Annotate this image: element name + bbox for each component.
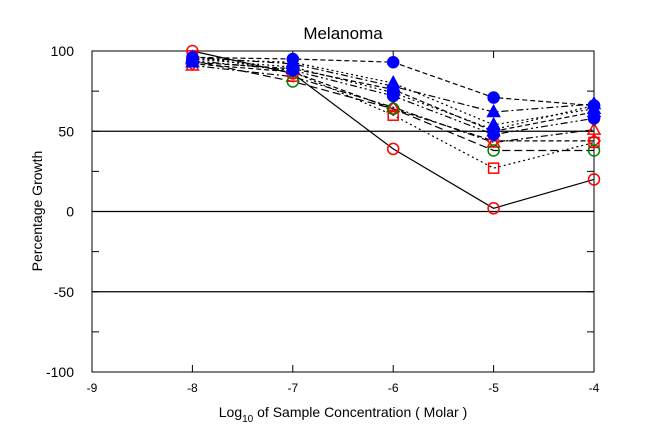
series-line xyxy=(192,63,594,142)
x-tick-labels: -9 -8 -7 -6 -5 -4 xyxy=(87,381,600,395)
series-line xyxy=(192,58,595,131)
data-point xyxy=(285,60,301,74)
series-line xyxy=(192,58,595,126)
y-axis-label: Percentage Growth xyxy=(29,151,45,272)
reference-lines xyxy=(92,130,594,293)
x-tick-label: -5 xyxy=(488,381,499,395)
data-point xyxy=(586,100,602,115)
x-tick-label: -8 xyxy=(187,381,198,395)
data-point xyxy=(185,50,200,65)
x-tick-label: -4 xyxy=(589,381,600,395)
data-point xyxy=(385,81,401,95)
chart-title: Melanoma xyxy=(303,24,383,43)
axis-ticks xyxy=(91,50,595,373)
x-tick-label: -9 xyxy=(87,381,98,395)
data-point xyxy=(487,144,500,157)
series-lines xyxy=(192,50,595,209)
y-tick-labels: -100 -50 0 50 100 xyxy=(46,43,74,380)
data-point xyxy=(586,133,602,148)
series-line xyxy=(192,60,594,152)
data-point xyxy=(487,91,500,104)
data-point xyxy=(587,173,601,186)
x-tick-label: -6 xyxy=(388,381,399,395)
data-point xyxy=(386,55,400,69)
x-axis-label-prefix: Log xyxy=(219,404,242,420)
data-point xyxy=(486,103,501,118)
y-tick-label: 0 xyxy=(66,204,74,220)
y-tick-label: -50 xyxy=(54,284,74,300)
x-axis-label-subscript: 10 xyxy=(242,414,254,425)
data-point xyxy=(386,102,400,116)
series-line xyxy=(192,64,595,144)
data-point xyxy=(486,123,501,137)
x-axis-label-suffix: of Sample Concentration ( Molar ) xyxy=(253,404,467,420)
data-point xyxy=(486,116,501,131)
x-tick-label: -7 xyxy=(287,381,298,395)
series-line xyxy=(192,56,595,113)
y-tick-label: 100 xyxy=(51,43,75,59)
data-point xyxy=(487,162,500,174)
y-tick-label: -100 xyxy=(46,364,74,380)
series-markers xyxy=(185,44,602,215)
x-axis-label: Log10 of Sample Concentration ( Molar ) xyxy=(219,404,467,425)
data-point xyxy=(387,109,399,121)
data-point xyxy=(385,75,401,89)
data-point xyxy=(487,202,500,215)
y-tick-label: 50 xyxy=(58,123,74,139)
data-point xyxy=(386,142,400,156)
series-line xyxy=(192,50,595,209)
data-point xyxy=(587,144,601,157)
data-point xyxy=(285,54,301,68)
